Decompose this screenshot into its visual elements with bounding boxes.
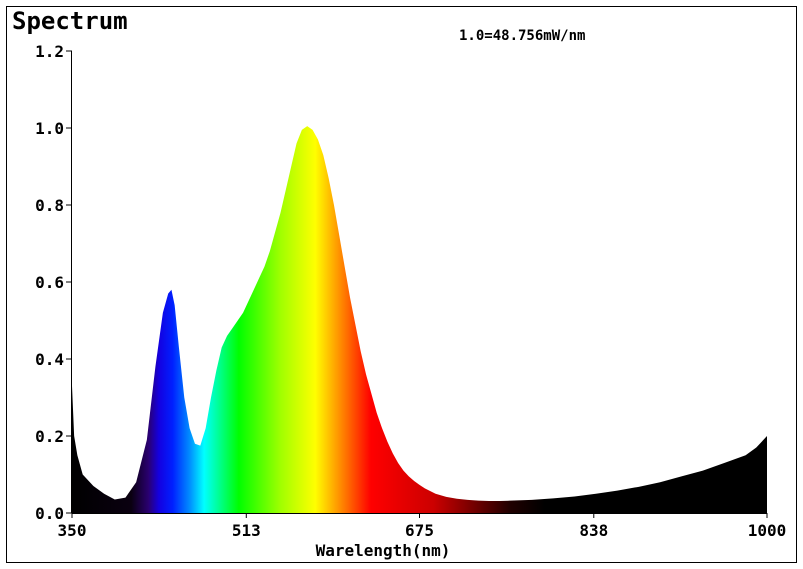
spectrum-area (72, 126, 767, 513)
y-tick-label: 0.0 (35, 504, 64, 523)
y-tick-label: 0.8 (35, 196, 64, 215)
x-tick-label: 350 (58, 521, 87, 540)
y-tick-label: 1.2 (35, 42, 64, 61)
chart-title: Spectrum (12, 7, 128, 35)
x-axis-label: Warelength(nm) (316, 541, 451, 560)
x-tick-label: 1000 (748, 521, 787, 540)
y-tick-label: 0.4 (35, 350, 64, 369)
y-tick-label: 0.2 (35, 427, 64, 446)
plot-area (72, 126, 767, 513)
x-tick-label: 513 (232, 521, 261, 540)
axis-ticks: 0.0 0.2 0.4 0.6 0.8 1.0 1.2 350 513 675 838 1000 (35, 42, 786, 540)
y-tick-label: 1.0 (35, 119, 64, 138)
scale-annotation: 1.0=48.756mW/nm (459, 28, 585, 44)
x-tick-label: 838 (579, 521, 608, 540)
y-tick-label: 0.6 (35, 273, 64, 292)
x-tick-label: 675 (405, 521, 434, 540)
